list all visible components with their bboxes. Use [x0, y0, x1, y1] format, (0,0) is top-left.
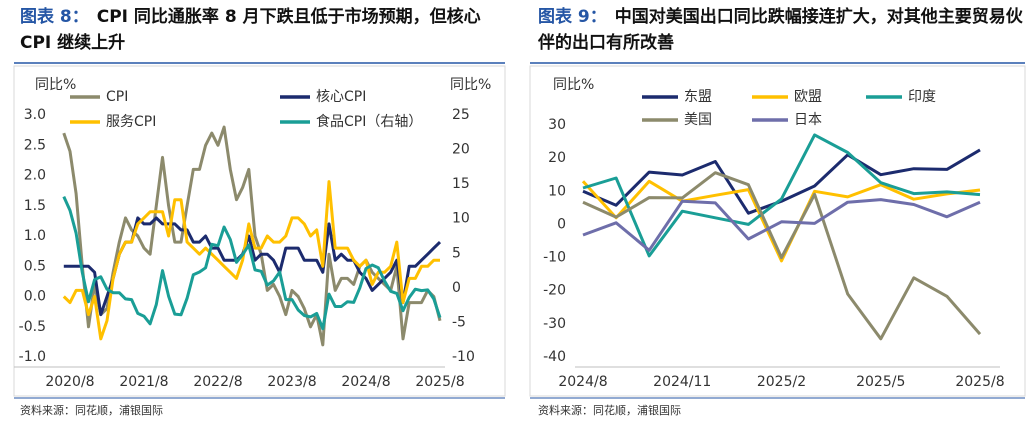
x-tick-label: 2024/8 [558, 374, 607, 390]
x-tick-label: 2022/8 [193, 374, 242, 390]
y-tick-label: 3.0 [24, 107, 46, 123]
x-tick-label: 2025/8 [415, 374, 464, 390]
y2-axis-label: 同比% [450, 77, 491, 93]
series-line [582, 133, 981, 258]
y-tick-label: -30 [543, 316, 566, 332]
y-axis-label: 同比% [35, 77, 76, 93]
legend-label: 服务CPI [106, 114, 156, 130]
chart-title: 图表 9： 中国对美国出口同比跌幅接连扩大，对其他主要贸易伙伴的出口有所改善 [538, 4, 1028, 56]
y2-tick-label: 0 [452, 280, 461, 296]
y2-tick-label: 25 [452, 107, 470, 123]
series-line [582, 171, 982, 341]
series-line [582, 198, 981, 252]
legend-label: 印度 [908, 89, 936, 105]
y2-tick-label: 20 [452, 142, 470, 158]
x-tick-label: 2025/5 [856, 374, 905, 390]
source-note: 资料来源：同花顺，浦银国际 [20, 403, 163, 417]
x-tick-label: 2025/2 [757, 374, 806, 390]
panel-frame [13, 65, 506, 397]
y2-tick-label: -10 [452, 349, 475, 365]
y-tick-label: 20 [548, 150, 566, 166]
chart-title: 图表 8： CPI 同比通胀率 8 月下跌且低于市场预期，但核心 CPI 继续上升 [20, 4, 510, 56]
series-line [62, 180, 440, 341]
title-text: 中国对美国出口同比跌幅接连扩大，对其他主要贸易伙伴的出口有所改善 [538, 7, 1023, 53]
series-line [582, 148, 981, 215]
y-tick-label: 1.0 [24, 228, 46, 244]
figure-label: 图表 9： [538, 7, 607, 27]
y2-tick-label: 5 [452, 245, 461, 261]
x-tick-label: 2023/8 [267, 374, 316, 390]
legend-label: CPI [106, 89, 128, 105]
legend-label: 东盟 [684, 89, 712, 105]
y-tick-label: 2.5 [24, 137, 46, 153]
y-tick-label: 2.0 [24, 168, 46, 184]
y-tick-label: 30 [548, 117, 566, 133]
y2-tick-label: 10 [452, 211, 470, 227]
source-note: 资料来源：同花顺，浦银国际 [538, 403, 681, 417]
y-tick-label: 0.5 [24, 258, 46, 274]
y-axis-label: 同比% [553, 77, 594, 93]
title-text: CPI 同比通胀率 8 月下跌且低于市场预期，但核心 CPI 继续上升 [20, 7, 481, 53]
legend-label: 美国 [684, 112, 712, 128]
legend-label: 日本 [794, 112, 822, 128]
y-tick-label: 1.5 [24, 198, 46, 214]
y-tick-label: -0.5 [19, 319, 46, 335]
y-tick-label: 10 [548, 183, 566, 199]
series-line [62, 195, 442, 331]
x-tick-label: 2024/11 [653, 374, 711, 390]
x-tick-label: 2020/8 [45, 374, 94, 390]
legend-label: 食品CPI（右轴） [316, 113, 422, 130]
legend-label: 欧盟 [794, 89, 822, 105]
y2-tick-label: 15 [452, 176, 470, 192]
series-line [581, 179, 981, 263]
y-tick-label: 0 [557, 216, 566, 232]
x-tick-label: 2021/8 [119, 374, 168, 390]
y-tick-label: -20 [543, 283, 566, 299]
y-tick-label: -1.0 [19, 349, 46, 365]
y-tick-label: -40 [543, 349, 566, 365]
legend-label: 核心CPI [316, 89, 366, 105]
x-tick-label: 2024/8 [341, 374, 390, 390]
figure-label: 图表 8： [20, 7, 89, 27]
y-tick-label: -10 [543, 250, 566, 266]
x-tick-label: 2025/8 [955, 374, 1004, 390]
y2-tick-label: -5 [452, 314, 466, 330]
panel-frame [529, 65, 1026, 397]
y-tick-label: 0.0 [24, 289, 46, 305]
